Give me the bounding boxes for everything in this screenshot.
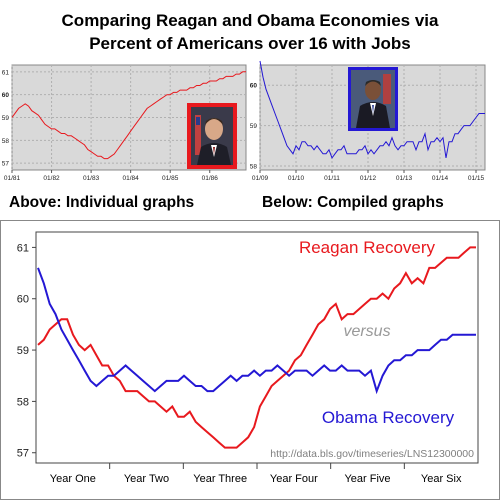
y-tick-label: 59 (2, 115, 10, 122)
title-line-1: Comparing Reagan and Obama Economies via (61, 11, 439, 30)
y-tick-label: 61 (17, 242, 29, 254)
x-tick-label: 01/82 (43, 175, 60, 182)
x-tick-label: Year One (50, 473, 96, 485)
y-tick-label: 58 (17, 396, 29, 408)
x-tick-label: 01/10 (288, 175, 305, 182)
x-tick-label: 01/86 (202, 175, 219, 182)
series-line (11, 71, 246, 160)
y-tick-label: 59 (250, 123, 258, 130)
source-annotation: http://data.bls.gov/timeseries/LNS123000… (270, 448, 474, 460)
y-tick-label: 58 (2, 138, 10, 145)
x-tick-label: Year Six (421, 473, 462, 485)
plot-area (35, 231, 479, 464)
y-tick-label: 60 (17, 294, 29, 306)
caption-compiled: Below: Compiled graphs (262, 194, 444, 211)
x-tick-label: 01/85 (162, 175, 179, 182)
y-tick-label: 60 (2, 92, 10, 99)
title-line-2: Percent of Americans over 16 with Jobs (89, 34, 411, 53)
x-tick-label: 01/84 (123, 175, 140, 182)
y-tick-label: 58 (250, 163, 258, 170)
y-tick-label: 59 (17, 345, 29, 357)
reagan-recovery-line (37, 246, 476, 449)
x-tick-label: 01/83 (83, 175, 100, 182)
series-line (259, 60, 485, 159)
obama-recovery-label: Obama Recovery (322, 408, 455, 427)
reagan-portrait (187, 103, 237, 169)
x-tick-label: Year Four (270, 473, 318, 485)
x-tick-label: 01/11 (324, 175, 340, 182)
versus-annotation: versus (343, 323, 390, 340)
y-tick-label: 57 (2, 161, 10, 168)
obama-portrait (348, 67, 398, 131)
x-tick-label: 01/81 (4, 175, 21, 182)
caption-individual: Above: Individual graphs (9, 194, 195, 211)
y-tick-label: 61 (2, 69, 10, 76)
x-tick-label: 01/15 (468, 175, 485, 182)
x-tick-label: Year Three (193, 473, 247, 485)
y-tick-label: 60 (250, 83, 258, 90)
reagan-recovery-label: Reagan Recovery (299, 238, 436, 257)
y-tick-label: 57 (17, 448, 29, 460)
x-tick-label: 01/12 (360, 175, 377, 182)
obama-recovery-line (37, 267, 476, 395)
x-tick-label: Year Two (124, 473, 169, 485)
x-tick-label: 01/13 (396, 175, 413, 182)
compiled-chart: 57 58 59 60 61 Year One Year Two Year Three Year… (0, 220, 500, 500)
x-tick-label: Year Five (344, 473, 390, 485)
x-tick-label: 01/09 (252, 175, 269, 182)
x-tick-label: 01/14 (432, 175, 449, 182)
